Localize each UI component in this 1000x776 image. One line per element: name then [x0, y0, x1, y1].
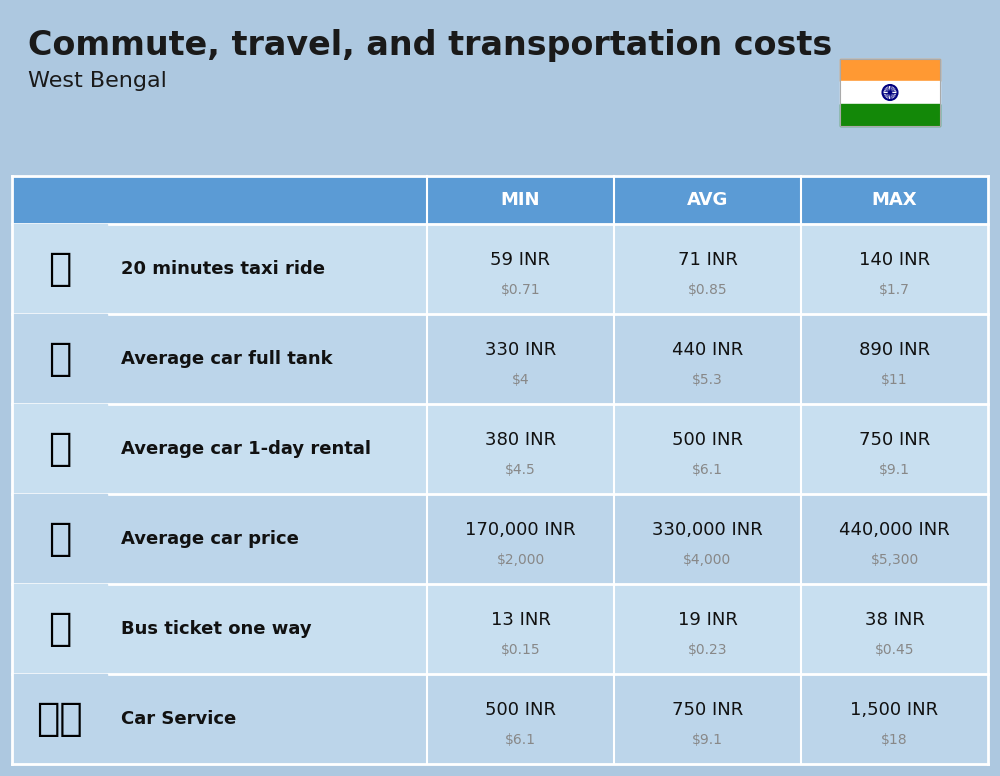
Text: $2,000: $2,000	[496, 553, 545, 566]
Bar	[12, 404, 988, 494]
Text: 🚖: 🚖	[48, 250, 71, 288]
Text: $0.45: $0.45	[875, 643, 914, 656]
Text: MIN: MIN	[501, 191, 540, 209]
Text: 20 minutes taxi ride: 20 minutes taxi ride	[121, 260, 325, 278]
Text: 1,500 INR: 1,500 INR	[850, 701, 939, 719]
Text: 500 INR: 500 INR	[485, 701, 556, 719]
Bar	[12, 224, 988, 314]
Text: 140 INR: 140 INR	[859, 251, 930, 269]
Text: 🚙: 🚙	[48, 430, 71, 468]
Bar	[12, 314, 988, 404]
Text: $4.5: $4.5	[505, 462, 536, 476]
Text: 19 INR: 19 INR	[678, 611, 737, 629]
Text: $1.7: $1.7	[879, 282, 910, 296]
Text: Bus ticket one way: Bus ticket one way	[121, 620, 312, 638]
Bar	[12, 494, 107, 584]
Text: $5.3: $5.3	[692, 372, 723, 386]
Text: $4: $4	[512, 372, 529, 386]
Text: 38 INR: 38 INR	[865, 611, 924, 629]
Text: 750 INR: 750 INR	[859, 431, 930, 449]
Bar	[12, 584, 988, 674]
Text: $9.1: $9.1	[879, 462, 910, 476]
Text: 330 INR: 330 INR	[485, 341, 556, 359]
Circle shape	[889, 92, 891, 94]
Bar	[12, 176, 988, 224]
Text: $18: $18	[881, 733, 908, 747]
Text: Car Service: Car Service	[121, 710, 236, 728]
Text: ⛽: ⛽	[48, 340, 71, 378]
Bar	[12, 674, 107, 764]
Text: 330,000 INR: 330,000 INR	[652, 521, 763, 539]
Text: $6.1: $6.1	[692, 462, 723, 476]
Text: 🔧🚗: 🔧🚗	[36, 700, 83, 738]
Text: 13 INR: 13 INR	[491, 611, 550, 629]
Text: 71 INR: 71 INR	[678, 251, 737, 269]
Text: 🚌: 🚌	[48, 610, 71, 648]
Bar	[840, 59, 940, 126]
Text: West Bengal: West Bengal	[28, 71, 167, 91]
Text: $11: $11	[881, 372, 908, 386]
Bar	[12, 494, 988, 584]
Bar	[12, 584, 107, 674]
Text: 890 INR: 890 INR	[859, 341, 930, 359]
Bar	[840, 104, 940, 126]
Text: AVG: AVG	[687, 191, 728, 209]
Text: $0.23: $0.23	[688, 643, 727, 656]
Bar	[12, 224, 107, 314]
Text: 🚗: 🚗	[48, 520, 71, 558]
Text: Commute, travel, and transportation costs: Commute, travel, and transportation cost…	[28, 29, 832, 63]
Text: $0.71: $0.71	[501, 282, 540, 296]
Text: Average car 1-day rental: Average car 1-day rental	[121, 440, 371, 458]
Text: 59 INR: 59 INR	[490, 251, 550, 269]
Text: Average car price: Average car price	[121, 530, 299, 548]
Text: $0.15: $0.15	[501, 643, 540, 656]
Text: Average car full tank: Average car full tank	[121, 350, 333, 368]
Text: 500 INR: 500 INR	[672, 431, 743, 449]
Bar	[12, 674, 988, 764]
Bar	[12, 314, 107, 404]
Text: $6.1: $6.1	[505, 733, 536, 747]
Text: $5,300: $5,300	[870, 553, 919, 566]
Bar	[12, 404, 107, 494]
Text: $0.85: $0.85	[688, 282, 727, 296]
Bar	[12, 6, 988, 176]
Text: 750 INR: 750 INR	[672, 701, 743, 719]
Text: $4,000: $4,000	[683, 553, 732, 566]
Text: 440,000 INR: 440,000 INR	[839, 521, 950, 539]
Text: 170,000 INR: 170,000 INR	[465, 521, 576, 539]
Text: 440 INR: 440 INR	[672, 341, 743, 359]
Text: $9.1: $9.1	[692, 733, 723, 747]
Bar	[840, 81, 940, 104]
Bar	[840, 59, 940, 81]
Text: 380 INR: 380 INR	[485, 431, 556, 449]
Text: MAX: MAX	[872, 191, 917, 209]
